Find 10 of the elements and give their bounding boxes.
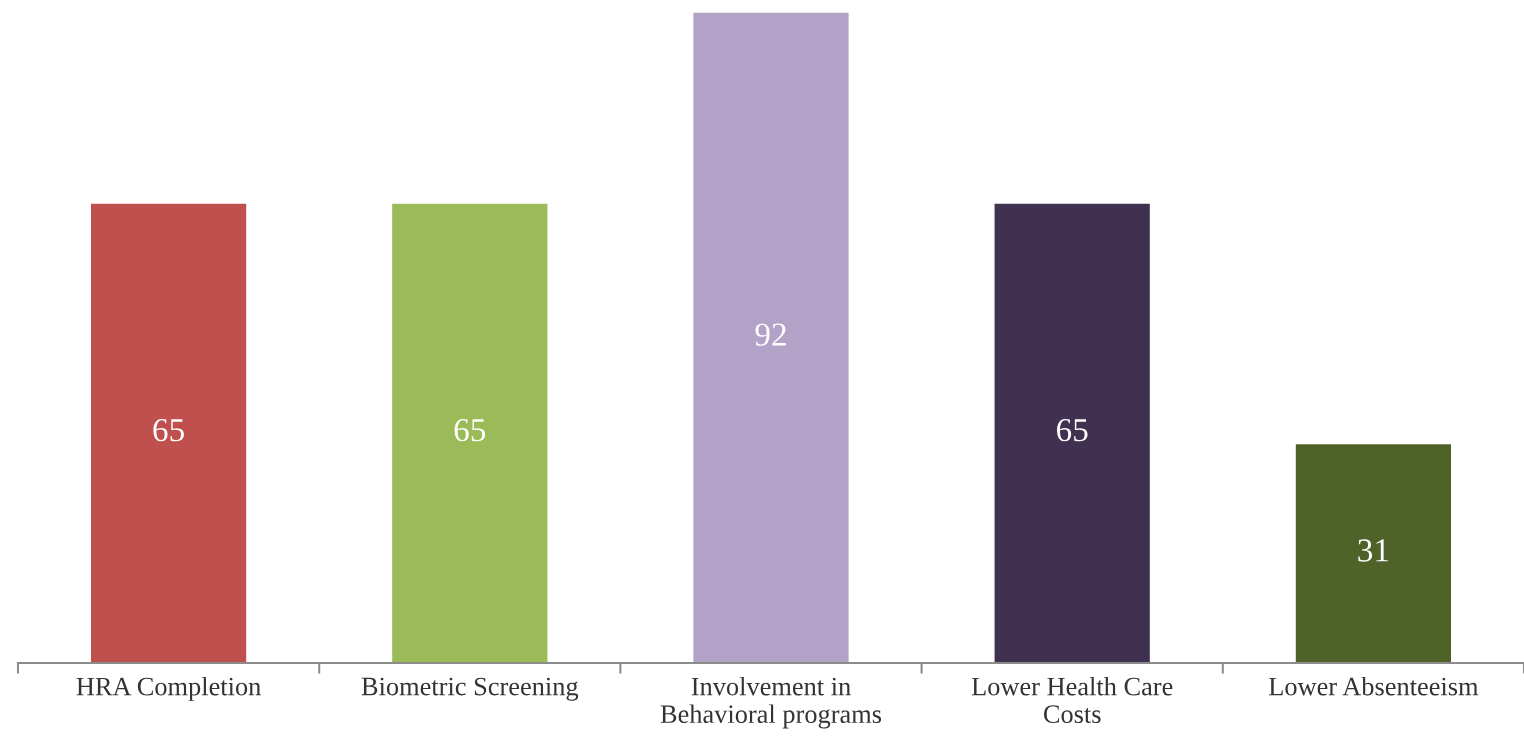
data-label: 65 <box>454 418 486 442</box>
data-label: 65 <box>1056 418 1088 442</box>
x-tick-label: Lower Absenteeism <box>1268 676 1479 696</box>
data-label: 92 <box>755 323 786 346</box>
x-tick-label: HRA Completion <box>76 676 261 701</box>
x-tick-label: Lower Health Care Costs <box>971 676 1173 724</box>
x-tick-label: Biometric Screening <box>361 677 579 701</box>
x-tick-label: Involvement in Behavioral programs <box>660 676 882 729</box>
data-label: 65 <box>153 418 184 442</box>
data-label: 31 <box>1358 539 1389 562</box>
